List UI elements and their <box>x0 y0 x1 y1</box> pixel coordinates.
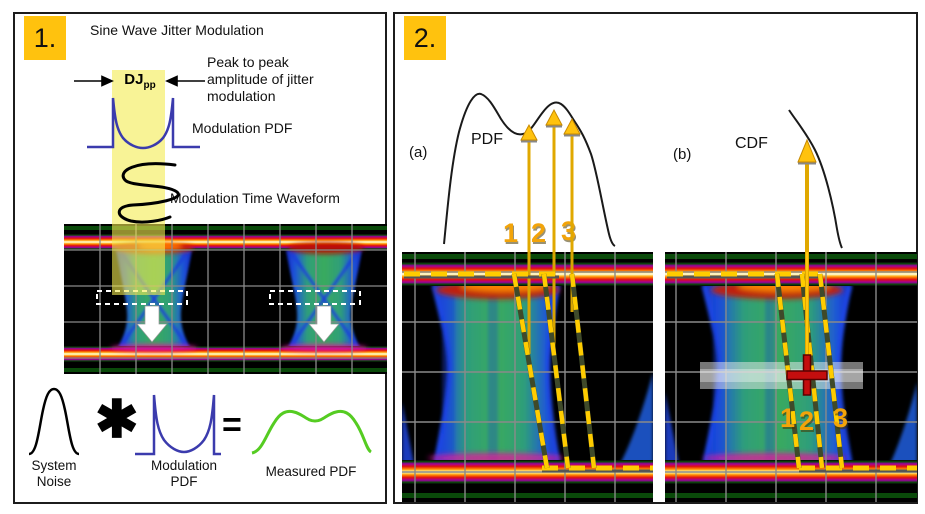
eye-diagram-1-graphic <box>64 224 387 374</box>
subfigure-b-label: (b) <box>673 146 692 163</box>
cdf-sample-arrow <box>797 138 817 252</box>
system-noise-label: System Noise <box>31 458 77 489</box>
eye-diagram-2a <box>402 252 653 502</box>
equals-operator: = <box>222 406 242 444</box>
system-noise-curve <box>28 387 80 456</box>
modulation-time-waveform-curve <box>117 162 180 224</box>
down-arrow-icon <box>308 305 340 343</box>
modulation-pdf-label-2: Modulation PDF <box>150 458 218 489</box>
cdf-marker-2: 2 <box>799 406 815 436</box>
eye2b-measure-band <box>700 362 863 389</box>
pdf-label: PDF <box>471 131 503 148</box>
djpp-label: DJpp <box>114 71 166 91</box>
cdf-marker-1: 1 <box>780 403 796 433</box>
eye1-top-strip <box>64 226 387 230</box>
eye1-bottom-strip <box>64 368 387 372</box>
pdf-marker-3: 3 <box>561 216 577 246</box>
modulation-pdf-curve-2 <box>135 394 221 456</box>
djpp-arrows <box>74 75 205 87</box>
cdf-label: CDF <box>735 135 768 152</box>
eye-diagram-1 <box>64 224 387 374</box>
measured-pdf-curve <box>251 409 373 455</box>
subfigure-a-label: (a) <box>409 144 428 161</box>
modulation-pdf-curve <box>87 97 200 150</box>
down-arrow-icon <box>136 305 168 343</box>
djpp-main: DJ <box>124 71 144 88</box>
pdf-marker-1: 1 <box>503 218 519 248</box>
panel-1: 1. Sine Wave Jitter Modulation DJpp Peak… <box>13 12 387 504</box>
panel-2: 2. (a) PDF (b) CDF 1 2 3 1 2 3 <box>393 12 918 504</box>
modulation-time-label: Modulation Time Waveform <box>170 190 340 206</box>
cdf-marker-3: 3 <box>833 403 849 433</box>
convolution-operator: ✱ <box>95 391 139 449</box>
eye-diagram-2b-graphic <box>665 252 917 502</box>
eye2a-dashed-overlay <box>404 271 653 473</box>
modulation-pdf-label: Modulation PDF <box>192 120 293 136</box>
pdf-marker-2: 2 <box>531 218 547 248</box>
panel1-title: Sine Wave Jitter Modulation <box>90 22 264 38</box>
djpp-sub: pp <box>143 80 156 91</box>
jitter-highlight-band <box>112 70 165 295</box>
peak-to-peak-note: Peak to peak amplitude of jitter modulat… <box>207 54 314 104</box>
panel1-lineart <box>28 75 373 456</box>
cdf-curve <box>788 109 843 249</box>
panel2-number-badge: 2. <box>404 16 446 60</box>
eye-diagram-2b <box>665 252 917 502</box>
red-cursor-cross <box>786 354 828 396</box>
panel1-number-badge: 1. <box>24 16 66 60</box>
pdf-curve <box>443 92 616 247</box>
eye1-measure-region-right <box>269 290 361 343</box>
eye-diagram-2a-graphic <box>402 252 653 502</box>
measured-pdf-label: Measured PDF <box>265 464 357 479</box>
